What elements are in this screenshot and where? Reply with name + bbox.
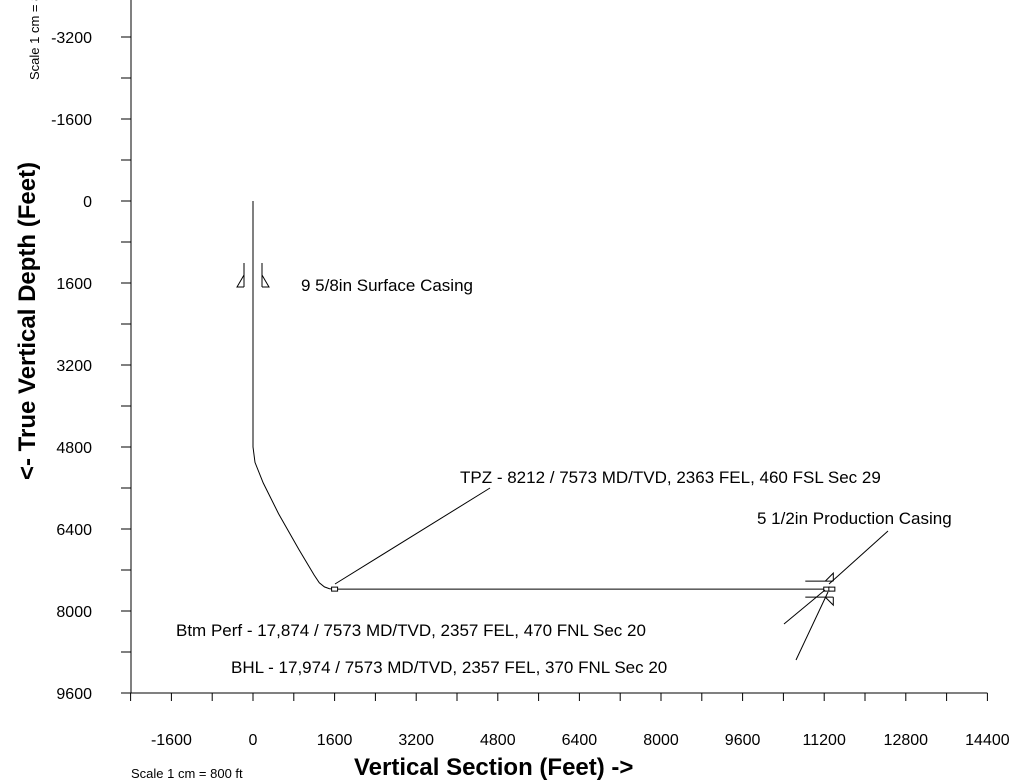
- x-tick-label: 6400: [562, 732, 598, 749]
- production-casing-marker: [805, 571, 834, 607]
- plot-area: 9 5/8in Surface Casing TPZ - 8212 / 7573 …: [176, 201, 952, 677]
- annotation-label: BHL - 17,974 / 7573 MD/TVD, 2357 FEL, 37…: [231, 658, 667, 677]
- x-tick-label: 0: [249, 732, 258, 749]
- annotation-label: 9 5/8in Surface Casing: [301, 276, 473, 295]
- casing-shoe: [824, 596, 834, 607]
- annotation-leader: [828, 530, 889, 585]
- y-tick-label: 9600: [56, 686, 92, 703]
- casing-shoe: [824, 571, 834, 582]
- y-tick-label: 8000: [56, 604, 92, 621]
- y-tick-label: -1600: [51, 112, 92, 129]
- annotation: BHL - 17,974 / 7573 MD/TVD, 2357 FEL, 37…: [231, 591, 829, 677]
- y-tick-label: 4800: [56, 440, 92, 457]
- x-tick-label: 11200: [803, 732, 846, 749]
- well-path-line: [252, 201, 832, 590]
- casing-shoe: [261, 274, 270, 288]
- annotation-label: 5 1/2in Production Casing: [757, 509, 952, 528]
- x-axis: -1600 0 1600 3200 4800 6400 8000 9600 11200 12800…: [130, 692, 1010, 749]
- annotation: TPZ - 8212 / 7573 MD/TVD, 2363 FEL, 460 …: [334, 468, 881, 585]
- x-tick-label: 8000: [643, 732, 679, 749]
- annotation: 5 1/2in Production Casing: [757, 509, 952, 585]
- annotation-label: TPZ - 8212 / 7573 MD/TVD, 2363 FEL, 460 …: [460, 468, 881, 487]
- x-tick-label: 3200: [398, 732, 434, 749]
- y-tick-label: 1600: [56, 276, 92, 293]
- station-marker: [828, 586, 836, 592]
- annotation-leader: [783, 589, 826, 625]
- annotation: Btm Perf - 17,874 / 7573 MD/TVD, 2357 FE…: [176, 589, 826, 640]
- annotation-leader: [795, 591, 829, 661]
- x-tick-label: 1600: [317, 732, 353, 749]
- y-tick-label: 3200: [56, 358, 92, 375]
- x-tick-label: 9600: [725, 732, 761, 749]
- y-tick-label: 6400: [56, 522, 92, 539]
- y-axis: -3200 -1600 0 1600 3200 4800 6400 8000 9600: [51, 0, 132, 703]
- casing-shoe: [236, 274, 245, 288]
- annotation-label: Btm Perf - 17,874 / 7573 MD/TVD, 2357 FE…: [176, 621, 646, 640]
- x-tick-label: 12800: [884, 732, 929, 749]
- x-tick-label: 14400: [965, 732, 1010, 749]
- annotation-leader: [334, 487, 491, 585]
- x-tick-label: -1600: [151, 732, 192, 749]
- y-tick-label: -3200: [51, 30, 92, 47]
- x-tick-label: 4800: [480, 732, 516, 749]
- y-axis-title: <- True Vertical Depth (Feet): [14, 162, 41, 480]
- annotation: 9 5/8in Surface Casing: [301, 276, 473, 295]
- surface-casing-marker: [236, 263, 270, 288]
- y-scale-note: Scale 1 cm = 800 ft: [27, 0, 42, 80]
- x-axis-title: Vertical Section (Feet) ->: [354, 754, 633, 781]
- station-marker: [331, 586, 339, 592]
- x-scale-note: Scale 1 cm = 800 ft: [131, 766, 243, 781]
- y-tick-label: 0: [83, 194, 92, 211]
